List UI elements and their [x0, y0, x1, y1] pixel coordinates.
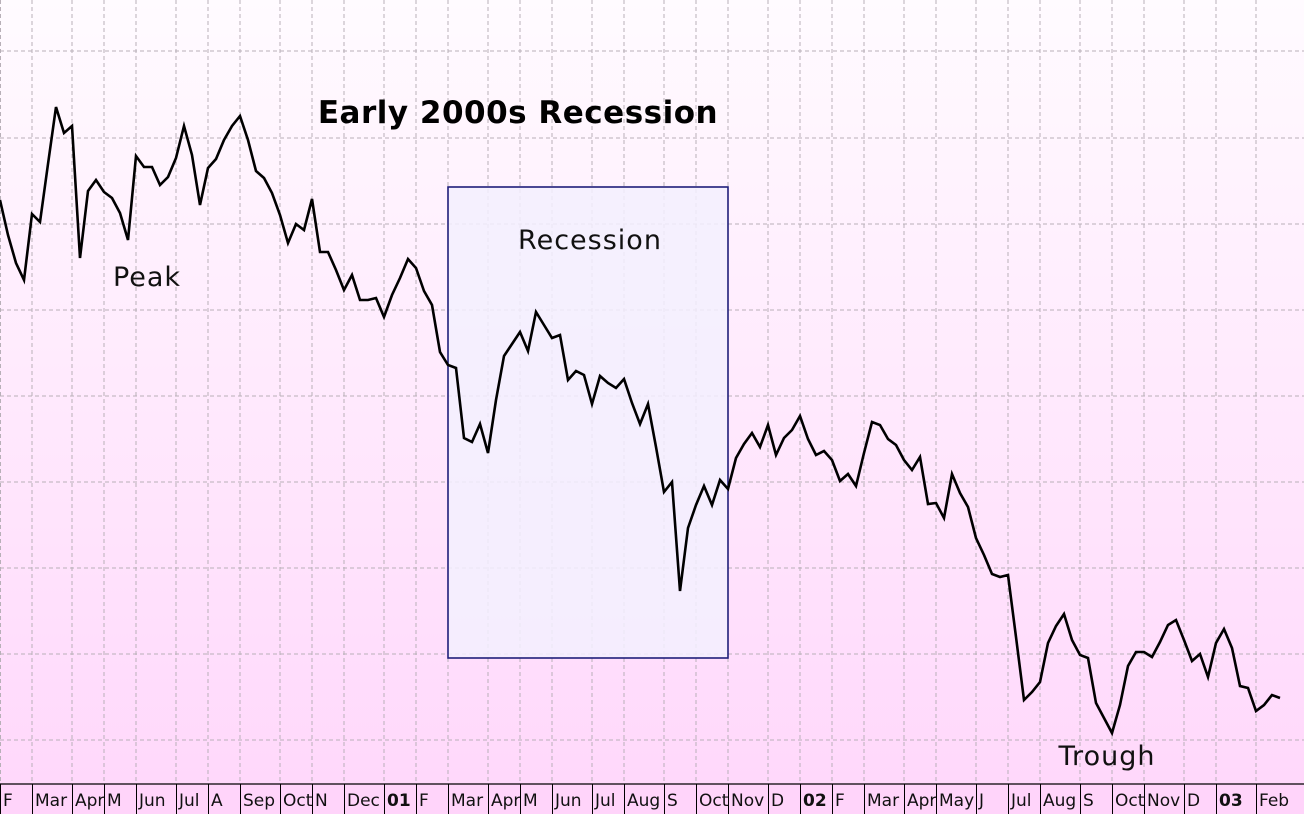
x-tick-label: F	[3, 791, 13, 811]
x-tick-label: Apr	[907, 791, 936, 811]
x-tick-label: D	[1187, 791, 1200, 811]
x-tick-label: F	[419, 791, 429, 811]
x-tick-label: Jun	[554, 791, 582, 811]
annotation-peak: Peak	[113, 262, 181, 293]
x-tick-label: 01	[387, 791, 411, 811]
x-tick-label: Aug	[627, 791, 660, 811]
x-tick-label: May	[939, 791, 974, 811]
x-tick-label: Apr	[75, 791, 104, 811]
x-tick-label: A	[211, 791, 223, 811]
x-tick-label: 02	[803, 791, 827, 811]
x-tick-label: Jul	[594, 791, 616, 811]
x-tick-label: N	[315, 791, 328, 811]
x-tick-label: 03	[1219, 791, 1243, 811]
x-tick-label: M	[107, 791, 122, 811]
x-tick-label: Mar	[35, 791, 67, 811]
x-tick-label: Dec	[347, 791, 380, 811]
x-tick-label: Sep	[243, 791, 275, 811]
x-axis-ticks: F Mar Apr M Jun Jul A Sep Oct N Dec 01 F Mar Apr M Jun Ju…	[0, 784, 1289, 814]
recession-region	[447, 186, 729, 659]
x-tick-label: Jun	[138, 791, 166, 811]
chart-title: Early 2000s Recession	[318, 95, 718, 131]
x-tick-label: S	[1083, 791, 1094, 811]
x-tick-label: J	[978, 791, 984, 811]
x-tick-label: Mar	[451, 791, 483, 811]
x-tick-label: Feb	[1259, 791, 1289, 811]
x-tick-label: Oct	[699, 791, 729, 811]
x-tick-label: Nov	[1147, 791, 1180, 811]
x-tick-label: M	[523, 791, 538, 811]
x-tick-label: Oct	[1115, 791, 1145, 811]
x-tick-label: F	[835, 791, 845, 811]
x-tick-label: Aug	[1043, 791, 1076, 811]
x-tick-label: Nov	[731, 791, 764, 811]
annotation-recession: Recession	[518, 225, 662, 256]
x-tick-label: Apr	[491, 791, 520, 811]
x-axis-strip	[0, 784, 1304, 814]
annotation-trough: Trough	[1058, 741, 1156, 772]
x-tick-label: S	[667, 791, 678, 811]
x-tick-label: Mar	[867, 791, 899, 811]
series-line	[0, 106, 1281, 737]
x-tick-label: Jul	[1010, 791, 1032, 811]
x-tick-label: Oct	[283, 791, 313, 811]
x-tick-label: Jul	[178, 791, 200, 811]
x-tick-label: D	[771, 791, 784, 811]
